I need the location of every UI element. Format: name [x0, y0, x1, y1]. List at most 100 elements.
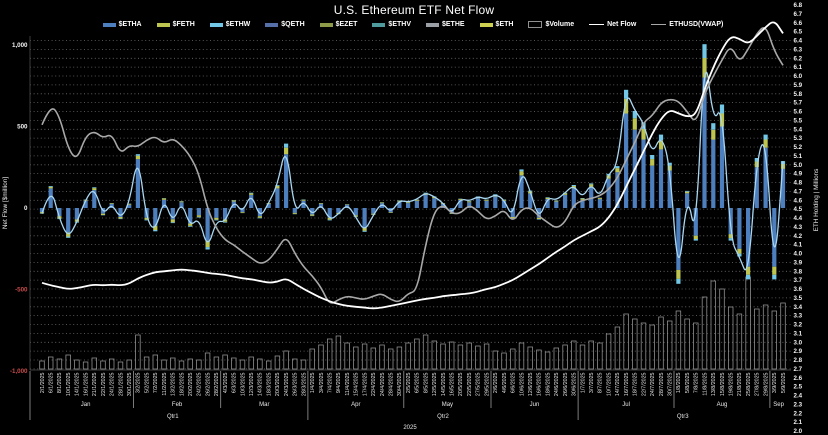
x-tick-label: 16/7/2025	[624, 372, 630, 396]
x-tick-label: 7/4/2025	[328, 372, 334, 393]
netflow-bar-etha	[676, 208, 681, 270]
volume-bar	[213, 356, 220, 370]
legend-item--qeth: $QETH	[265, 21, 305, 28]
netflow-bar-ethw	[737, 253, 742, 257]
netflow-bar-feth	[345, 204, 350, 205]
netflow-bar-etha	[467, 202, 472, 208]
x-tick-label: 20/3/2025	[275, 372, 281, 396]
x-tick-label: 29/8/2025	[763, 372, 769, 396]
x-tick-label: 24/6/2025	[554, 372, 560, 396]
volume-bar	[204, 352, 211, 370]
netflow-bar-etha	[92, 190, 97, 208]
netflow-bar-etha	[754, 167, 759, 209]
legend-item-ethusd-vwap-: ETHUSD(VWAP)	[651, 21, 723, 28]
x-tick-label: 30/4/2025	[397, 372, 403, 396]
volume-bar	[518, 342, 525, 370]
volume-bar	[588, 340, 594, 370]
y-right-tick-label: 5.0	[794, 162, 803, 169]
x-tick-label: 10/7/2025	[606, 372, 612, 396]
x-tick-label: 14/3/2025	[258, 372, 264, 396]
x-tick-label: 16/6/2025	[537, 372, 543, 396]
netflow-bar-ethw	[519, 169, 524, 172]
legend-label: $ETHW	[225, 21, 251, 28]
volume-bar	[405, 342, 411, 370]
netflow-bar-feth	[676, 269, 681, 279]
legend-label: $FETH	[172, 21, 195, 28]
x-tick-label: 30/7/2025	[668, 372, 674, 396]
legend-item--ethe: $ETHE	[425, 21, 465, 28]
x-tick-label: 2/1/2025	[40, 372, 46, 393]
legend-swatch-icon	[528, 21, 543, 28]
volume-bar	[605, 333, 612, 370]
netflow-bar-ethw	[327, 219, 332, 221]
netflow-bar-ethw	[493, 194, 498, 195]
volume-bar	[292, 358, 298, 370]
volume-bar	[422, 334, 429, 370]
volume-bar	[501, 352, 507, 370]
x-tick-label: 2/6/2025	[493, 372, 499, 393]
netflow-bar-etha	[746, 208, 751, 267]
netflow-bar-etha	[650, 165, 655, 208]
legend-label: $Volume	[545, 21, 575, 28]
y-right-tick-label: 2.1	[794, 419, 803, 426]
x-tick-label: 4/6/2025	[502, 372, 508, 393]
netflow-bar-feth	[693, 235, 698, 239]
y-right-tick-label: 5.4	[794, 126, 803, 133]
y-right-tick-label: 2.7	[794, 366, 803, 373]
netflow-bar-etha	[153, 208, 158, 226]
x-tick-label: 24/2/2025	[197, 372, 203, 396]
netflow-bar-etha	[711, 139, 716, 208]
volume-bar	[283, 350, 289, 370]
y-right-tick-label: 4.2	[794, 233, 803, 240]
netflow-bar-feth	[257, 216, 262, 218]
netflow-bar-etha	[667, 170, 672, 208]
x-tick-label: 13/2/2025	[171, 372, 177, 396]
y-right-tick-label: 6.2	[794, 55, 803, 62]
x-tick-label: 18/2/2025	[179, 372, 185, 396]
netflow-bar-etha	[597, 199, 602, 208]
y-right-tick-label: 5.7	[794, 100, 803, 107]
netflow-bar-ethw	[702, 44, 707, 59]
netflow-bar-ethw	[772, 274, 777, 280]
legend-item--ethv: $ETHV	[372, 21, 411, 28]
netflow-bar-ethw	[257, 217, 262, 219]
netflow-bar-feth	[275, 186, 280, 189]
x-tick-label: 14/5/2025	[441, 372, 447, 396]
x-tick-label: 14/7/2025	[615, 372, 621, 396]
volume-bar	[640, 322, 647, 370]
year-label: 2025	[403, 425, 417, 431]
net-flow-line	[41, 21, 784, 310]
x-tick-label: 1/7/2025	[580, 372, 586, 393]
netflow-bar-ethw	[188, 225, 193, 227]
netflow-bar-feth	[754, 161, 759, 168]
x-tick-label: 5/9/2025	[781, 372, 787, 393]
netflow-bar-etha	[205, 208, 210, 241]
netflow-bar-etha	[397, 201, 402, 208]
x-tick-label: 5/2/2025	[144, 372, 150, 393]
chart-title: U.S. Ethereum ETF Net Flow	[333, 3, 495, 17]
volume-bar	[728, 306, 734, 370]
volume-bar	[667, 320, 673, 370]
netflow-bar-etha	[475, 198, 480, 208]
month-label: Mar	[259, 402, 269, 408]
quarter-label: Qtr1	[167, 414, 179, 420]
y-right-tick-label: 3.3	[794, 313, 803, 320]
y-left-tick-label: 1,000	[12, 42, 28, 49]
flow-trace-line	[41, 71, 784, 271]
x-tick-label: 28/4/2025	[389, 372, 395, 396]
month-label: Jun	[530, 402, 540, 408]
netflow-bar-etha	[423, 195, 428, 208]
netflow-bar-ethw	[676, 278, 681, 284]
netflow-bar-etha	[685, 193, 690, 208]
volume-bar	[361, 343, 368, 370]
netflow-bar-feth	[135, 155, 140, 160]
volume-bar	[544, 351, 551, 370]
netflow-bar-etha	[135, 159, 140, 208]
legend-swatch-icon	[102, 22, 116, 27]
netflow-bar-etha	[563, 195, 568, 208]
month-label: Jul	[622, 402, 630, 408]
netflow-bar-etha	[780, 168, 786, 208]
netflow-bar-feth	[650, 159, 655, 166]
netflow-bar-etha	[327, 208, 332, 218]
